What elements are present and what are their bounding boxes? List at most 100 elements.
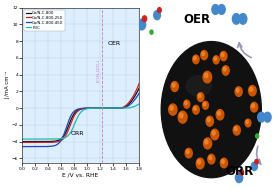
Circle shape	[250, 87, 253, 91]
Circle shape	[252, 104, 254, 108]
Circle shape	[203, 138, 212, 149]
Co/N-C-800-250	[110, 107, 113, 109]
Circle shape	[194, 107, 196, 110]
Circle shape	[214, 57, 217, 60]
Co/N-C-800-250	[51, 141, 54, 143]
Text: OER: OER	[184, 13, 211, 26]
Co/N-C-800-250	[41, 141, 45, 144]
Circle shape	[203, 102, 206, 106]
Circle shape	[194, 56, 196, 60]
Circle shape	[204, 73, 208, 78]
Co/N-C-800	[41, 140, 45, 143]
Circle shape	[220, 158, 227, 168]
Circle shape	[213, 56, 219, 64]
Circle shape	[184, 100, 190, 108]
Circle shape	[150, 30, 153, 34]
Circle shape	[158, 8, 161, 13]
Circle shape	[235, 87, 242, 96]
Pt/C	[139, 102, 142, 104]
Pt/C	[100, 107, 103, 109]
Circle shape	[222, 66, 229, 75]
Circle shape	[142, 16, 147, 22]
Co/N-C-800	[74, 111, 77, 113]
Co/N-C-800-450	[100, 107, 103, 109]
Pt/C	[21, 138, 24, 140]
Co/N-C-800-250	[90, 107, 93, 109]
Co/N-C-800	[110, 107, 113, 109]
Circle shape	[212, 131, 215, 135]
Circle shape	[197, 93, 204, 101]
Y-axis label: J /mA cm⁻²: J /mA cm⁻²	[5, 71, 10, 99]
Circle shape	[211, 129, 219, 140]
X-axis label: E /V vs. RHE: E /V vs. RHE	[63, 172, 99, 177]
Circle shape	[251, 162, 257, 170]
Line: Co/N-C-800-450: Co/N-C-800-450	[22, 91, 140, 147]
Circle shape	[246, 120, 248, 123]
Co/N-C-800-250	[74, 112, 77, 115]
Co/N-C-800-450	[110, 107, 113, 109]
Circle shape	[212, 5, 219, 14]
Circle shape	[258, 112, 265, 122]
Circle shape	[250, 102, 258, 112]
Circle shape	[239, 14, 247, 24]
Circle shape	[221, 160, 224, 163]
Co/N-C-800-250	[139, 80, 142, 82]
Circle shape	[196, 158, 204, 169]
Legend: Co/N-C-800, Co/N-C-800-250, Co/N-C-800-450, Pt/C: Co/N-C-800, Co/N-C-800-250, Co/N-C-800-4…	[24, 9, 65, 31]
Circle shape	[169, 104, 177, 115]
Text: ORR: ORR	[225, 165, 253, 178]
Co/N-C-800	[139, 84, 142, 87]
Pt/C	[90, 107, 93, 109]
Circle shape	[171, 82, 178, 91]
Circle shape	[207, 118, 210, 122]
Circle shape	[234, 127, 237, 131]
Circle shape	[205, 139, 208, 144]
Circle shape	[245, 119, 251, 127]
Line: Co/N-C-800: Co/N-C-800	[22, 86, 140, 142]
Circle shape	[202, 52, 205, 56]
Circle shape	[223, 67, 226, 71]
Circle shape	[264, 112, 271, 122]
Co/N-C-800-250	[100, 107, 103, 109]
Circle shape	[236, 88, 239, 92]
Circle shape	[180, 113, 183, 118]
Co/N-C-800-450	[51, 145, 54, 147]
Circle shape	[203, 101, 208, 109]
Co/N-C-800	[51, 140, 54, 143]
Text: OER: OER	[108, 41, 121, 46]
Circle shape	[197, 160, 201, 164]
Co/N-C-800-450	[139, 90, 142, 92]
Co/N-C-800	[90, 107, 93, 109]
Circle shape	[255, 160, 258, 164]
Circle shape	[138, 19, 146, 30]
Circle shape	[220, 51, 227, 61]
Circle shape	[172, 83, 175, 87]
Circle shape	[170, 106, 173, 110]
Line: Co/N-C-800-250: Co/N-C-800-250	[22, 81, 140, 143]
Pt/C	[110, 107, 113, 109]
Co/N-C-800-450	[90, 107, 93, 109]
Line: Pt/C: Pt/C	[22, 103, 140, 139]
Circle shape	[249, 86, 256, 96]
Co/N-C-800	[100, 107, 103, 109]
Circle shape	[178, 111, 187, 123]
Co/N-C-800	[21, 140, 24, 143]
Co/N-C-800-450	[21, 146, 24, 148]
Co/N-C-800-250	[21, 141, 24, 144]
Circle shape	[240, 170, 244, 175]
Circle shape	[201, 50, 208, 60]
Circle shape	[203, 71, 212, 83]
Circle shape	[193, 105, 199, 114]
Circle shape	[216, 110, 224, 120]
Circle shape	[193, 55, 199, 64]
Circle shape	[217, 111, 220, 115]
Circle shape	[256, 134, 259, 138]
Circle shape	[235, 173, 243, 183]
Text: ORR: ORR	[71, 131, 85, 136]
Ellipse shape	[186, 76, 211, 96]
Circle shape	[221, 53, 224, 57]
Circle shape	[186, 150, 189, 154]
Co/N-C-800-450	[41, 146, 45, 148]
Circle shape	[209, 156, 212, 160]
Circle shape	[233, 125, 240, 135]
